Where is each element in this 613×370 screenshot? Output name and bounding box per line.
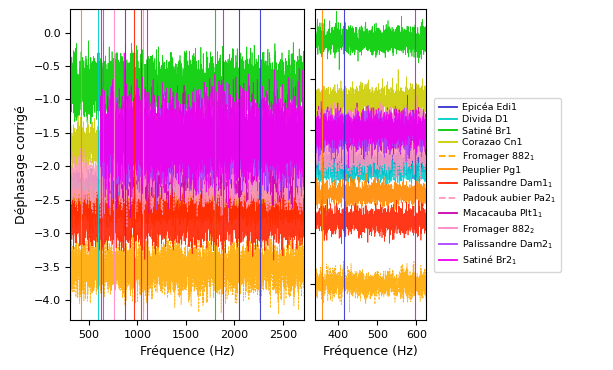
X-axis label: Fréquence (Hz): Fréquence (Hz) (323, 345, 417, 358)
X-axis label: Fréquence (Hz): Fréquence (Hz) (140, 345, 235, 358)
Y-axis label: Déphasage corrigé: Déphasage corrigé (15, 105, 28, 224)
Legend: Epicéa Edi1, Divida D1, Satiné Br1, Corazao Cn1, Fromager 882$_1$, Peuplier Pg1,: Epicéa Edi1, Divida D1, Satiné Br1, Cora… (434, 98, 562, 272)
